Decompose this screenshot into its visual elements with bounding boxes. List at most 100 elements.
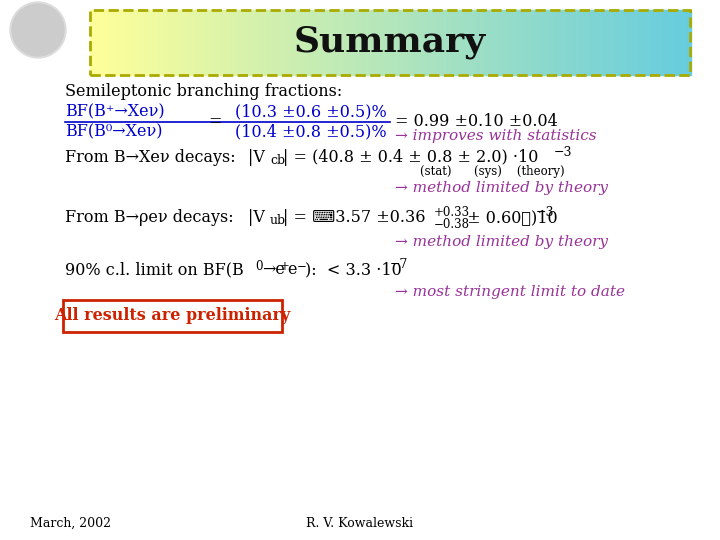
Bar [117,10,121,75]
Bar [99,10,103,75]
Text: All results are preliminary: All results are preliminary [54,307,290,325]
Bar [507,10,511,75]
Bar [567,10,571,75]
Bar [399,10,403,75]
Bar [243,10,247,75]
Bar [327,10,331,75]
Bar [261,10,265,75]
Bar [138,10,142,75]
Bar [552,10,556,75]
Bar [93,10,97,75]
Bar [666,10,670,75]
Bar [474,10,478,75]
Bar [654,10,658,75]
Bar [492,10,496,75]
Bar [591,10,595,75]
Bar [135,10,139,75]
Bar [156,10,160,75]
Bar [381,10,385,75]
Text: (10.4 ±0.8 ±0.5)%: (10.4 ±0.8 ±0.5)% [235,124,387,140]
Bar [576,10,580,75]
Bar [447,10,451,75]
Bar [360,10,364,75]
Bar [678,10,682,75]
Bar [432,10,436,75]
Bar [342,10,346,75]
Bar [486,10,490,75]
Bar [681,10,685,75]
Bar [270,10,274,75]
Bar [516,10,520,75]
Text: 90% c.l. limit on BF(B: 90% c.l. limit on BF(B [65,261,244,279]
Bar [672,10,676,75]
Bar [192,10,196,75]
Bar [540,10,544,75]
Bar [102,10,106,75]
Bar [339,10,343,75]
Bar [660,10,664,75]
Bar [144,10,148,75]
Bar [408,10,412,75]
Text: BF(B⁺→Xeν): BF(B⁺→Xeν) [65,104,165,120]
Bar [435,10,439,75]
Bar [594,10,598,75]
Bar [420,10,424,75]
Text: −3: −3 [536,206,554,219]
Text: → method limited by theory: → method limited by theory [395,181,608,195]
Bar [642,10,646,75]
Bar [528,10,532,75]
Text: +0.33: +0.33 [434,206,470,219]
Text: Semileptonic branching fractions:: Semileptonic branching fractions: [65,84,342,100]
Bar [297,10,301,75]
Bar [417,10,421,75]
Bar [180,10,184,75]
Bar [306,10,310,75]
Bar [588,10,592,75]
Text: =: = [208,113,222,131]
Bar [336,10,340,75]
Bar [441,10,445,75]
Bar [396,10,400,75]
Bar [108,10,112,75]
Bar [366,10,370,75]
Bar [477,10,481,75]
Bar [141,10,145,75]
Bar [582,10,586,75]
Bar [375,10,379,75]
Circle shape [10,2,66,58]
Bar [534,10,538,75]
Bar [468,10,472,75]
Text: −: − [297,260,307,273]
Bar [618,10,622,75]
Bar [438,10,442,75]
Bar [459,10,463,75]
Bar [636,10,640,75]
Bar [264,10,268,75]
Bar [204,10,208,75]
Bar [603,10,607,75]
Bar [549,10,553,75]
Bar [90,10,94,75]
Bar [234,10,238,75]
Bar [444,10,448,75]
Bar [483,10,487,75]
Bar [228,10,232,75]
Text: Summary: Summary [294,25,486,59]
Bar [330,10,334,75]
Text: →e: →e [262,261,285,279]
Bar [651,10,655,75]
Bar [201,10,205,75]
Bar [627,10,631,75]
Bar [126,10,130,75]
Bar [600,10,604,75]
Bar [615,10,619,75]
Bar [513,10,517,75]
Bar [630,10,634,75]
Text: From B→ρeν decays:: From B→ρeν decays: [65,210,233,226]
Bar [249,10,253,75]
Bar [597,10,601,75]
Text: | = (40.8 ± 0.4 ± 0.8 ± 2.0) ·10: | = (40.8 ± 0.4 ± 0.8 ± 2.0) ·10 [283,150,539,166]
Bar [393,10,397,75]
Bar [429,10,433,75]
Bar [531,10,535,75]
